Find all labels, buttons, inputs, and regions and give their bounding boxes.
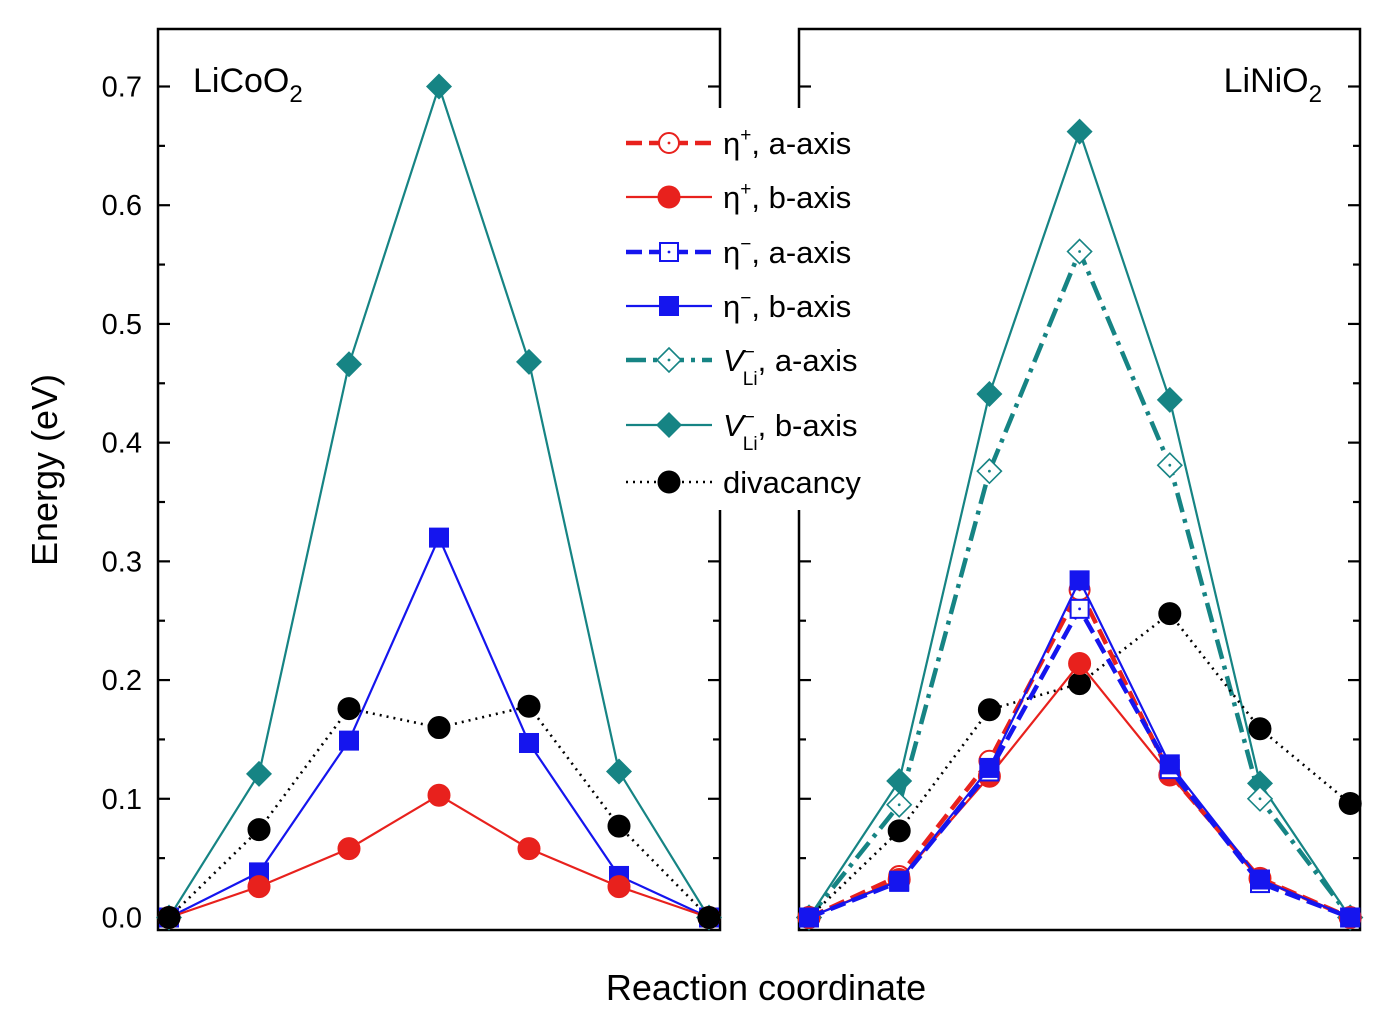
panel-title-1: LiCoO2 bbox=[193, 62, 303, 108]
data-point-divacancy bbox=[1158, 602, 1182, 626]
legend-background bbox=[605, 108, 895, 510]
data-point-eta_minus_b bbox=[1250, 869, 1270, 890]
legend-entry-divacancy: divacancy bbox=[626, 465, 861, 500]
series-line-eta_plus_a bbox=[808, 587, 1352, 920]
y-tick-label: 0.4 bbox=[102, 428, 142, 460]
data-point-divacancy bbox=[607, 814, 631, 838]
data-point-divacancy bbox=[1248, 717, 1272, 741]
panel-2-series bbox=[795, 118, 1364, 931]
data-point-vli_b bbox=[1066, 118, 1093, 145]
legend-label: η−, b-axis bbox=[723, 288, 851, 324]
data-point-eta_minus_b bbox=[339, 730, 359, 751]
marker-dot bbox=[988, 469, 991, 473]
legend-entry-eta_minus_b: η−, b-axis bbox=[626, 288, 851, 324]
legend-marker bbox=[656, 412, 682, 438]
marker-dot bbox=[1258, 797, 1262, 801]
y-tick-label: 0.5 bbox=[102, 309, 142, 341]
series-eta_minus_b bbox=[799, 570, 1361, 928]
y-tick-label: 0.7 bbox=[102, 72, 142, 104]
data-point-divacancy bbox=[157, 906, 181, 929]
series-divacancy bbox=[157, 694, 721, 929]
legend-marker bbox=[658, 132, 680, 154]
legend-label: η+, a-axis bbox=[723, 125, 851, 161]
y-axis-title: Energy (eV) bbox=[24, 374, 65, 566]
data-point-divacancy bbox=[977, 698, 1001, 722]
data-point-vli_b bbox=[606, 758, 632, 785]
data-point-vli_a bbox=[886, 791, 913, 818]
data-point-eta_plus_b bbox=[517, 837, 541, 861]
y-tick-label: 0.6 bbox=[102, 190, 142, 222]
series-divacancy bbox=[797, 602, 1362, 929]
series-eta_minus_a bbox=[799, 598, 1361, 928]
data-point-eta_plus_b bbox=[247, 875, 271, 899]
data-point-eta_plus_b bbox=[607, 875, 631, 899]
marker-dot bbox=[667, 250, 671, 254]
panel-1-series bbox=[156, 73, 722, 931]
data-point-eta_plus_b bbox=[427, 783, 451, 807]
data-point-divacancy bbox=[1068, 672, 1092, 696]
data-point-eta_minus_b bbox=[1069, 570, 1090, 591]
data-point-vli_a bbox=[976, 458, 1003, 485]
panel-title-2: LiNiO2 bbox=[1224, 62, 1322, 108]
legend-label: η−, a-axis bbox=[723, 234, 851, 270]
marker-dot bbox=[1168, 463, 1172, 467]
data-point-vli_b bbox=[1156, 386, 1183, 413]
data-point-divacancy bbox=[1338, 792, 1362, 816]
data-point-eta_minus_b bbox=[889, 870, 910, 891]
data-point-divacancy bbox=[247, 818, 271, 842]
data-point-divacancy bbox=[337, 697, 361, 721]
legend-label: V− Li, a-axis bbox=[723, 342, 858, 390]
series-line-eta_minus_b bbox=[807, 579, 1352, 919]
legend-entry-vli_b: V− Li, b-axis bbox=[626, 407, 858, 455]
legend-label: η+, b-axis bbox=[723, 179, 851, 215]
legend-marker bbox=[659, 296, 679, 316]
legend-marker bbox=[657, 185, 681, 209]
data-point-divacancy bbox=[517, 694, 541, 718]
x-axis-title: Reaction coordinate bbox=[606, 967, 926, 1008]
data-point-vli_b bbox=[976, 380, 1003, 407]
data-point-eta_plus_b bbox=[337, 837, 361, 861]
series-eta_plus_b bbox=[157, 783, 721, 929]
marker-dot bbox=[667, 358, 671, 362]
data-point-divacancy bbox=[697, 906, 721, 929]
data-point-eta_minus_b bbox=[1340, 907, 1361, 928]
data-point-vli_a bbox=[1156, 452, 1183, 479]
data-point-eta_minus_b bbox=[1159, 754, 1180, 775]
y-tick-label: 0.2 bbox=[102, 665, 142, 697]
y-tick-label: 0.0 bbox=[102, 903, 142, 935]
marker-dot bbox=[1078, 250, 1081, 253]
data-point-vli_b bbox=[886, 767, 913, 794]
data-point-vli_b bbox=[336, 351, 362, 378]
data-point-vli_b bbox=[246, 760, 272, 787]
data-point-vli_a bbox=[1246, 785, 1274, 812]
series-line-eta_plus_b bbox=[167, 794, 711, 919]
data-point-eta_minus_b bbox=[429, 527, 449, 548]
marker-dot bbox=[1078, 607, 1081, 611]
data-point-eta_plus_b bbox=[1068, 651, 1092, 675]
legend-marker bbox=[657, 470, 681, 494]
data-point-divacancy bbox=[887, 819, 911, 843]
legend-entry-eta_plus_a: η+, a-axis bbox=[626, 125, 851, 161]
legend-entry-vli_a: V− Li, a-axis bbox=[626, 342, 858, 390]
data-point-vli_b bbox=[426, 73, 452, 100]
data-point-eta_minus_b bbox=[519, 732, 539, 753]
marker-dot bbox=[897, 803, 901, 807]
data-point-eta_minus_b bbox=[799, 907, 819, 928]
legend-label: V− Li, b-axis bbox=[723, 407, 858, 455]
data-point-vli_b bbox=[516, 348, 542, 375]
y-tick-label: 0.3 bbox=[102, 546, 142, 578]
data-point-vli_a bbox=[1066, 238, 1093, 265]
series-eta_plus_a bbox=[798, 578, 1362, 929]
data-point-eta_minus_a bbox=[1069, 598, 1090, 619]
y-tick-label: 0.1 bbox=[102, 784, 142, 816]
marker-dot bbox=[667, 141, 671, 145]
data-point-eta_minus_b bbox=[979, 757, 1000, 778]
legend-entry-eta_minus_a: η−, a-axis bbox=[626, 234, 851, 270]
legend-marker bbox=[655, 346, 683, 374]
legend-entry-eta_plus_b: η+, b-axis bbox=[626, 179, 851, 215]
legend-label: divacancy bbox=[723, 465, 861, 500]
legend-marker bbox=[659, 242, 679, 262]
data-point-divacancy bbox=[427, 716, 451, 740]
